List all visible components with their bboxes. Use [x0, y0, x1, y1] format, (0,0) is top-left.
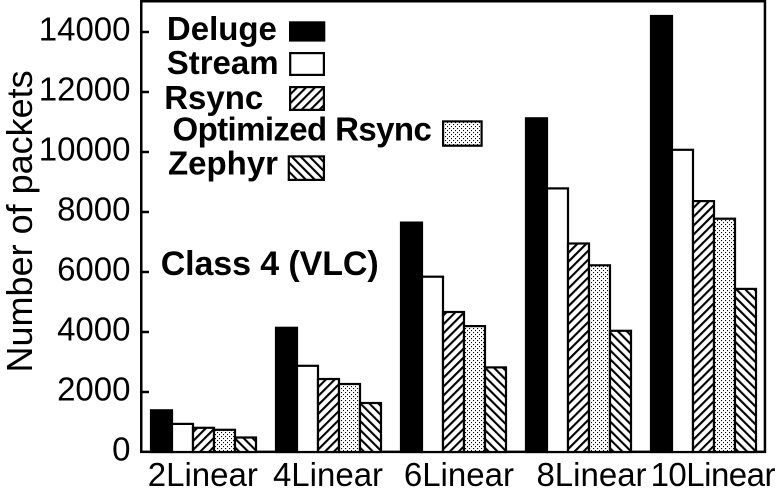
svg-text:0: 0: [112, 431, 130, 468]
svg-text:Zephyr: Zephyr: [168, 145, 278, 182]
svg-text:10Linear: 10Linear: [651, 456, 776, 493]
svg-text:Deluge: Deluge: [167, 10, 277, 47]
svg-text:10000: 10000: [39, 131, 131, 168]
svg-text:12000: 12000: [39, 71, 131, 108]
svg-text:Stream: Stream: [167, 44, 279, 81]
svg-text:8000: 8000: [57, 191, 130, 228]
svg-text:14000: 14000: [39, 11, 131, 48]
svg-text:Rsync: Rsync: [164, 79, 263, 116]
svg-text:8Linear: 8Linear: [536, 456, 646, 493]
svg-text:Number of packets: Number of packets: [0, 70, 40, 372]
svg-text:6Linear: 6Linear: [404, 456, 514, 493]
svg-text:Optimized Rsync: Optimized Rsync: [173, 111, 432, 148]
svg-text:Class 4 (VLC): Class 4 (VLC): [161, 245, 379, 283]
svg-text:4Linear: 4Linear: [273, 456, 383, 493]
svg-text:6000: 6000: [57, 251, 130, 288]
svg-text:2000: 2000: [57, 371, 130, 408]
svg-text:2Linear: 2Linear: [148, 456, 258, 493]
svg-text:4000: 4000: [57, 311, 130, 348]
